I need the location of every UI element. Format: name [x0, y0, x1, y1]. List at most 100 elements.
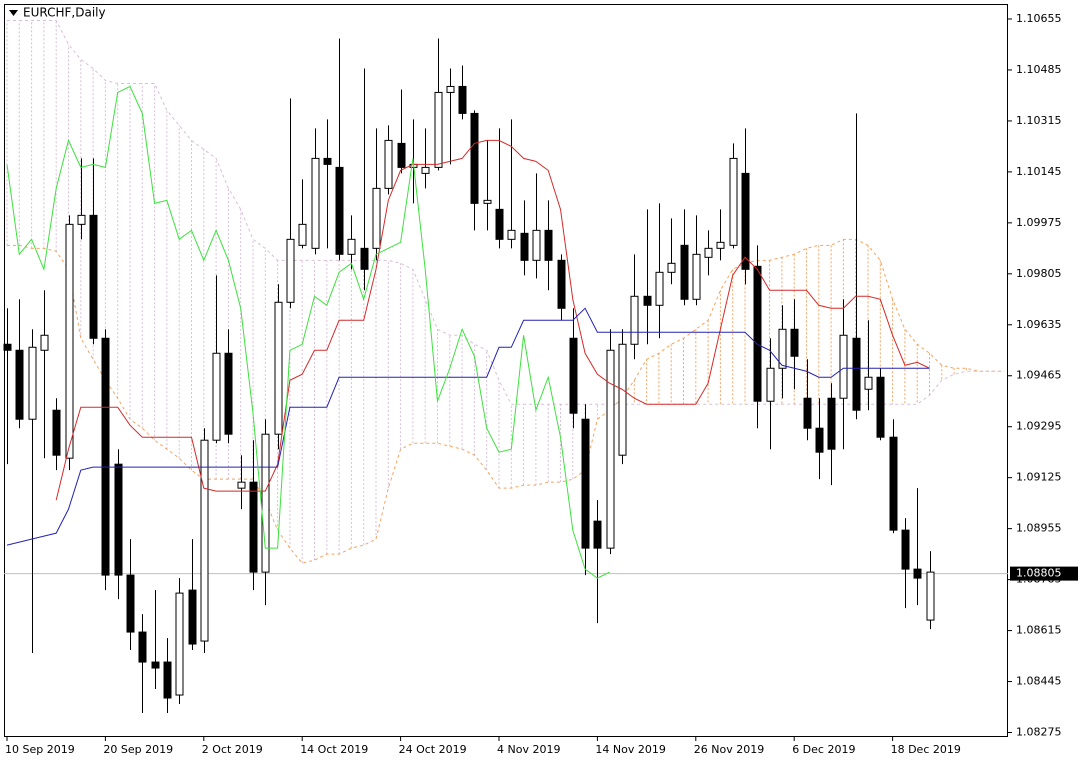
candle-body — [212, 352, 221, 441]
candle-body — [384, 139, 393, 189]
candle-body — [421, 166, 430, 174]
candle-body — [101, 337, 110, 576]
candle-body — [889, 436, 898, 531]
y-tick-label: 1.09125 — [1016, 471, 1062, 484]
candle-body — [618, 343, 627, 456]
candle-body — [815, 427, 824, 453]
candle-body — [913, 568, 922, 579]
x-tick-label: 18 Dec 2019 — [891, 743, 961, 756]
candle-body — [716, 241, 725, 249]
candle-body — [864, 376, 873, 390]
x-tick-label: 10 Sep 2019 — [5, 743, 75, 756]
candle-body — [175, 592, 184, 696]
y-tick-label: 1.09635 — [1016, 318, 1062, 331]
candle-body — [200, 439, 209, 642]
indicator-line — [6, 307, 930, 546]
candle-body — [753, 265, 762, 402]
candle-body — [347, 238, 356, 255]
candle-body — [261, 433, 270, 573]
candle-body — [778, 328, 787, 369]
candle-body — [470, 112, 479, 204]
candle-body — [643, 295, 652, 306]
candle-body — [77, 214, 86, 225]
candle-body — [311, 157, 320, 249]
candle-body — [593, 520, 602, 549]
candle-body — [569, 337, 578, 414]
candle-body — [65, 223, 74, 459]
candle-body — [901, 529, 910, 570]
x-tick-label: 6 Dec 2019 — [792, 743, 855, 756]
candle-body — [224, 352, 233, 435]
candle-body — [581, 418, 590, 549]
y-tick-label: 1.09975 — [1016, 216, 1062, 229]
candle-body — [803, 397, 812, 429]
candle-body — [28, 346, 37, 420]
candle-body — [89, 214, 98, 339]
candle-body — [237, 481, 246, 489]
y-tick-label: 1.08955 — [1016, 522, 1062, 535]
plot-layer — [3, 19, 1008, 714]
candle-body — [495, 208, 504, 240]
candle-body — [926, 571, 935, 621]
y-tick-label: 1.10485 — [1016, 63, 1062, 76]
candle-body — [876, 376, 885, 438]
candle-body — [483, 199, 492, 204]
y-tick-label: 1.08615 — [1016, 624, 1062, 637]
candle-body — [766, 367, 775, 402]
candle-body — [557, 259, 566, 309]
candle-body — [446, 85, 455, 93]
candle-body — [852, 337, 861, 411]
candle-body — [40, 334, 49, 351]
y-tick-label: 1.08445 — [1016, 675, 1062, 688]
x-tick-label: 20 Sep 2019 — [103, 743, 173, 756]
candle-body — [151, 661, 160, 669]
candle-body — [323, 157, 332, 165]
candle-body — [827, 397, 836, 450]
indicator-line — [6, 85, 610, 579]
indicator-line — [7, 238, 1004, 564]
indicator-line — [7, 19, 1004, 405]
candle-body — [126, 574, 135, 633]
candle-body — [15, 349, 24, 420]
candle-body — [544, 229, 553, 261]
candle-body — [458, 85, 467, 114]
candle-body — [434, 91, 443, 168]
candle-body — [188, 589, 197, 645]
candle-body — [630, 295, 639, 345]
y-tick-label: 1.09805 — [1016, 267, 1062, 280]
candle-body — [741, 172, 750, 270]
candle-body — [667, 262, 676, 273]
candle-body — [790, 328, 799, 357]
x-tick-label: 2 Oct 2019 — [202, 743, 263, 756]
y-tick-label: 1.10655 — [1016, 12, 1062, 25]
x-tick-label: 14 Nov 2019 — [595, 743, 665, 756]
candle-body — [729, 157, 738, 246]
indicator-line — [55, 139, 930, 501]
candle-body — [839, 334, 848, 399]
y-tick-label: 1.10145 — [1016, 165, 1062, 178]
candle-body — [606, 349, 615, 549]
candle-body — [680, 244, 689, 300]
candle-body — [274, 301, 283, 435]
candle-body — [335, 166, 344, 255]
candle-body — [360, 247, 369, 270]
candle-body — [52, 409, 61, 456]
current-price-label: 1.08805 — [1016, 567, 1062, 580]
candle-body — [286, 238, 295, 303]
y-tick-label: 1.08275 — [1016, 726, 1062, 739]
candle-body — [298, 223, 307, 246]
candle-body — [520, 232, 529, 261]
x-tick-label: 14 Oct 2019 — [300, 743, 368, 756]
candle-body — [704, 247, 713, 258]
y-tick-label: 1.10315 — [1016, 114, 1062, 127]
candle-body — [114, 463, 123, 576]
current-price-box — [1010, 566, 1078, 581]
menu-triangle[interactable] — [9, 10, 18, 16]
candle-body — [532, 229, 541, 261]
plot-border — [4, 4, 1008, 737]
candle-body — [397, 142, 406, 168]
x-tick-label: 4 Nov 2019 — [497, 743, 560, 756]
candle-body — [692, 253, 701, 300]
